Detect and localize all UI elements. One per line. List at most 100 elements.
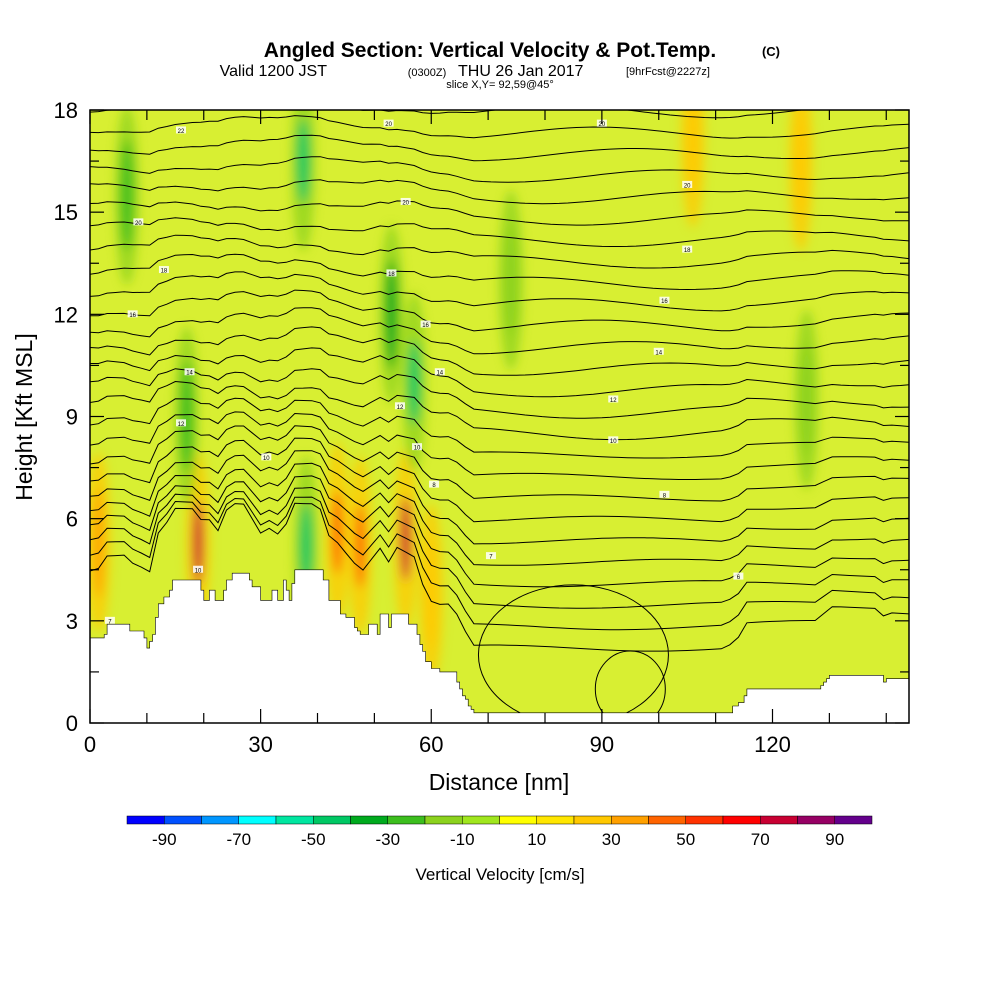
updraft-core bbox=[93, 487, 104, 598]
theta-label: 10 bbox=[261, 453, 272, 462]
theta-label: 10 bbox=[193, 565, 204, 574]
svg-text:12: 12 bbox=[178, 422, 185, 428]
colorbar-swatch bbox=[201, 815, 239, 825]
axes: 0 30 60 90 120 0 3 6 9 12 15 18 bbox=[54, 98, 909, 757]
downdraft-core bbox=[504, 225, 517, 336]
x-tick-label: 0 bbox=[84, 732, 96, 757]
downdraft-core bbox=[120, 140, 133, 251]
x-axis-label: Distance [nm] bbox=[429, 769, 570, 795]
theta-label: 18 bbox=[158, 266, 169, 275]
theta-label: 8 bbox=[429, 480, 440, 489]
theta-contour bbox=[90, 368, 909, 419]
theta-label: 10 bbox=[412, 443, 423, 452]
svg-text:10: 10 bbox=[610, 439, 617, 445]
terrain-mask bbox=[90, 569, 909, 723]
theta-label: 12 bbox=[608, 395, 619, 404]
colorbar-swatch bbox=[536, 815, 575, 825]
svg-text:22: 22 bbox=[178, 129, 185, 135]
title-unit: (C) bbox=[762, 44, 780, 59]
theta-label: 16 bbox=[420, 320, 431, 329]
theta-contour bbox=[90, 397, 909, 459]
theta-label: 20 bbox=[682, 180, 693, 189]
updraft-core bbox=[355, 503, 366, 588]
svg-text:7: 7 bbox=[108, 619, 112, 625]
theta-label: 8 bbox=[659, 490, 670, 499]
theta-contour bbox=[90, 115, 909, 139]
theta-contour bbox=[90, 475, 909, 588]
x-tick-label: 120 bbox=[754, 732, 791, 757]
x-tick-label: 60 bbox=[419, 732, 443, 757]
colorbar-swatch bbox=[760, 815, 798, 825]
y-tick-label: 9 bbox=[66, 405, 78, 430]
plot-area: 22 20 20 20 20 20 18 18 18 16 16 16 14 14 14 12 12 12 10 10… bbox=[90, 110, 909, 723]
colorbar-tick-label: 90 bbox=[825, 830, 844, 849]
theta-label: 14 bbox=[653, 347, 664, 356]
theta-contour bbox=[90, 307, 909, 355]
colorbar-tick-label: -10 bbox=[450, 830, 475, 849]
svg-text:6: 6 bbox=[737, 575, 741, 581]
svg-text:18: 18 bbox=[684, 248, 691, 254]
colorbar-swatch bbox=[834, 815, 873, 825]
colorbar-swatch bbox=[797, 815, 835, 825]
colorbar-tick-label: 50 bbox=[676, 830, 695, 849]
colorbar-tick-label: 70 bbox=[751, 830, 770, 849]
y-tick-label: 0 bbox=[66, 711, 78, 736]
theta-label: 12 bbox=[176, 419, 186, 428]
colorbar-label: Vertical Velocity [cm/s] bbox=[415, 865, 584, 884]
x-tick-label: 90 bbox=[590, 732, 614, 757]
colorbar-swatch bbox=[685, 815, 724, 825]
theta-contour bbox=[90, 347, 909, 398]
colorbar-swatch bbox=[164, 815, 202, 825]
theta-contour bbox=[90, 380, 909, 441]
theta-contour bbox=[477, 584, 669, 723]
colorbar-tick-label: 30 bbox=[602, 830, 621, 849]
theta-contour bbox=[90, 200, 909, 226]
theta-contour bbox=[90, 271, 909, 312]
theta-contour bbox=[90, 425, 909, 502]
colorbar-swatch bbox=[126, 815, 165, 825]
theta-contour bbox=[90, 179, 909, 205]
colorbar-tick-label: -70 bbox=[226, 830, 251, 849]
colorbar-swatch bbox=[573, 815, 612, 825]
svg-text:20: 20 bbox=[402, 200, 409, 206]
theta-contour bbox=[90, 411, 909, 480]
colorbar: -90 -70 -50 -30 -10 10 30 50 70 90 bbox=[126, 815, 873, 849]
y-tick-label: 18 bbox=[54, 98, 78, 123]
theta-label: 20 bbox=[133, 218, 144, 227]
theta-contour bbox=[90, 253, 909, 291]
theta-contour bbox=[594, 650, 666, 723]
subtitle-date: THU 26 Jan 2017 bbox=[458, 63, 584, 80]
subtitle-utc: (0300Z) bbox=[408, 67, 447, 79]
svg-text:14: 14 bbox=[186, 371, 193, 377]
theta-labels: 22 20 20 20 20 20 18 18 18 16 16 16 14 14 14 12 12 12 10 10… bbox=[104, 119, 744, 625]
svg-text:20: 20 bbox=[599, 122, 606, 128]
downdraft-core bbox=[300, 503, 313, 588]
colorbar-tick-label: -90 bbox=[152, 830, 177, 849]
colorbar-swatch bbox=[648, 815, 686, 825]
svg-text:20: 20 bbox=[385, 122, 392, 128]
theta-label: 12 bbox=[394, 402, 405, 411]
theta-label: 22 bbox=[176, 126, 186, 135]
theta-contour bbox=[90, 156, 909, 183]
colorbar-swatch bbox=[387, 815, 426, 825]
theta-label: 14 bbox=[184, 368, 195, 377]
theta-contour bbox=[90, 217, 909, 247]
colorbar-swatch bbox=[275, 815, 314, 825]
svg-text:18: 18 bbox=[388, 272, 395, 278]
updraft-core bbox=[687, 110, 698, 193]
theta-contour bbox=[90, 134, 909, 162]
theta-contour bbox=[90, 462, 909, 566]
svg-text:8: 8 bbox=[663, 493, 667, 499]
theta-label: 20 bbox=[383, 119, 394, 128]
colorbar-tick-label: 10 bbox=[527, 830, 546, 849]
theta-contour bbox=[90, 289, 909, 332]
theta-label: 7 bbox=[485, 552, 496, 561]
colorbar-swatch bbox=[499, 815, 537, 825]
svg-text:14: 14 bbox=[436, 371, 443, 377]
theta-contour bbox=[90, 326, 909, 376]
downdraft-core bbox=[408, 340, 421, 425]
updraft-core bbox=[400, 497, 411, 582]
theta-contour bbox=[90, 450, 909, 545]
theta-contour bbox=[90, 437, 909, 523]
svg-text:20: 20 bbox=[684, 183, 691, 189]
